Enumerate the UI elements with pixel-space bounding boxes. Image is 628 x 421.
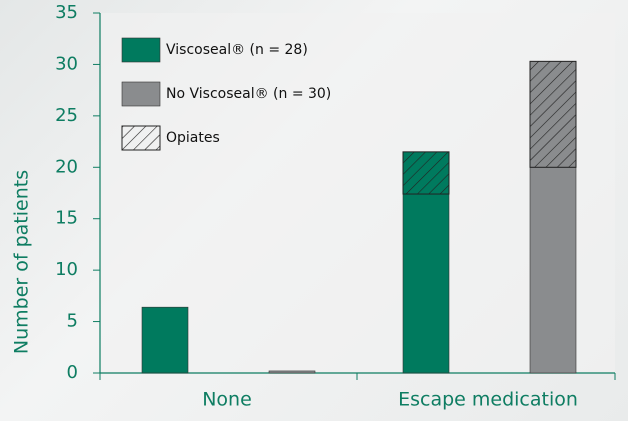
bar [529, 166, 577, 374]
y-tick-label: 35 [55, 2, 78, 23]
y-tick-label: 0 [67, 362, 78, 383]
y-tick-label: 30 [55, 53, 78, 74]
y-tick-label: 15 [55, 208, 78, 229]
bar-opiates [529, 60, 577, 168]
y-tick-label: 20 [55, 156, 78, 177]
y-tick-label: 10 [55, 259, 78, 280]
bar [268, 370, 316, 374]
legend-label: No Viscoseal® (n = 30) [166, 86, 331, 102]
bar [141, 306, 189, 374]
legend-label: Opiates [166, 130, 220, 146]
legend-label: Viscoseal® (n = 28) [166, 42, 308, 58]
x-tick-label: None [202, 389, 252, 411]
y-axis-label: Number of patients [11, 170, 33, 354]
legend-swatch [121, 37, 161, 63]
bar [402, 193, 450, 374]
legend-swatch [121, 81, 161, 107]
legend-swatch [121, 125, 161, 151]
y-tick-label: 5 [67, 311, 78, 332]
y-tick-label: 25 [55, 105, 78, 126]
bar-opiates [402, 151, 450, 195]
x-tick-label: Escape medication [398, 389, 578, 411]
